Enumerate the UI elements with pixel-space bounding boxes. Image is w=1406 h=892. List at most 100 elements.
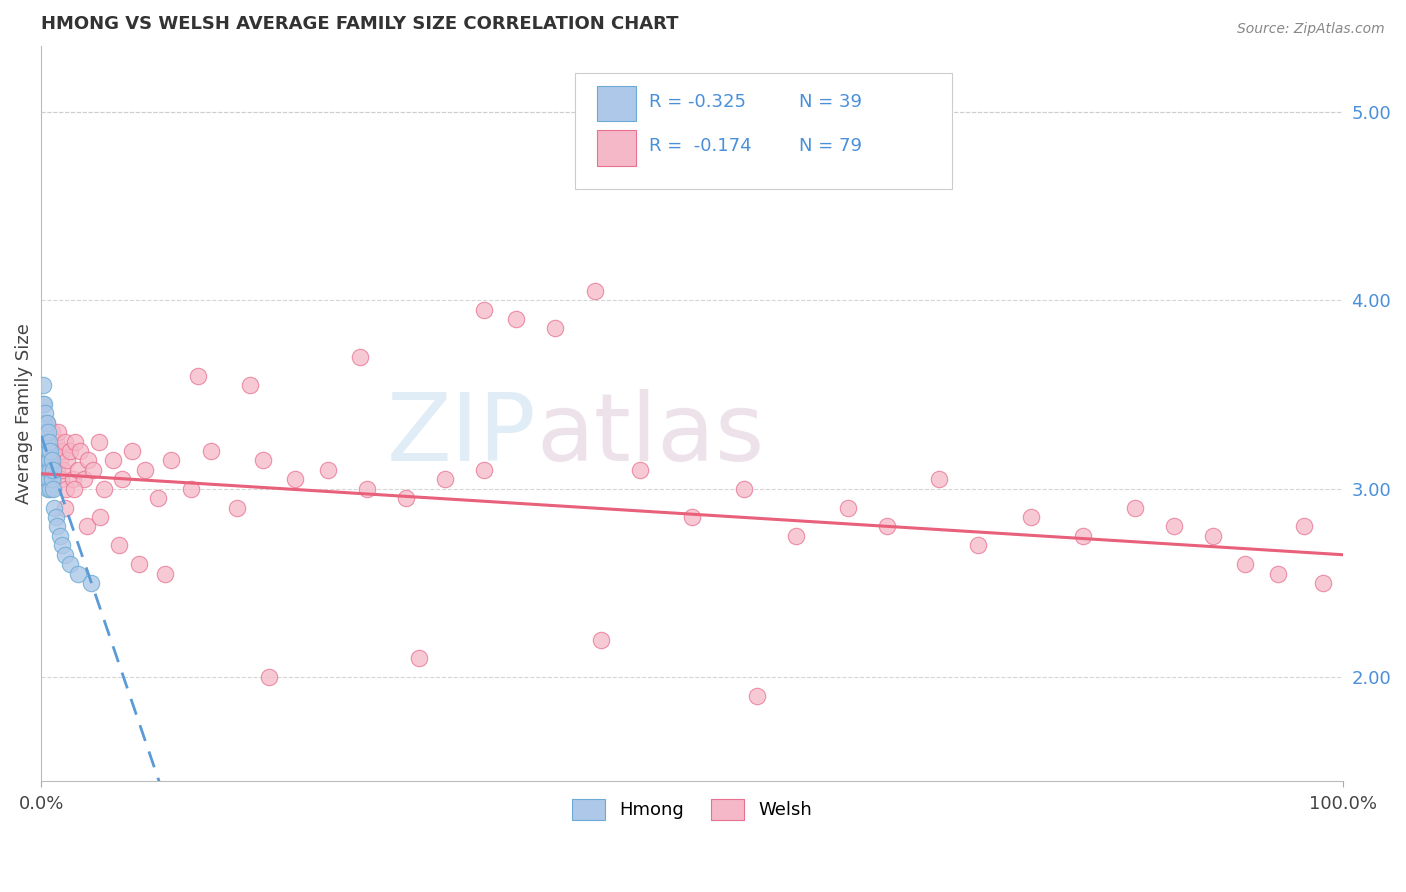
Point [34, 425, 56, 440]
Point [38, 472, 60, 486]
Point [1234, 557, 1257, 571]
Point [589, 632, 612, 647]
Point [108, 538, 131, 552]
Point [87, 434, 110, 449]
Point [239, 378, 262, 392]
Point [48, 453, 70, 467]
Text: Source: ZipAtlas.com: Source: ZipAtlas.com [1237, 22, 1385, 37]
Point [32, 397, 55, 411]
Point [63, 434, 86, 449]
Point [785, 529, 807, 543]
Point [37, 463, 59, 477]
Point [186, 368, 208, 383]
Point [505, 312, 527, 326]
Point [681, 510, 703, 524]
Point [1202, 529, 1225, 543]
Point [1071, 529, 1094, 543]
Point [1123, 500, 1146, 515]
Point [69, 444, 91, 458]
Point [32, 453, 55, 467]
Point [42, 463, 65, 477]
Point [31, 434, 53, 449]
Text: R = -0.325: R = -0.325 [650, 94, 747, 112]
Point [41, 453, 63, 467]
Bar [598, 87, 636, 121]
Text: N = 39: N = 39 [799, 94, 862, 112]
Point [349, 350, 371, 364]
Point [34, 444, 56, 458]
Point [1292, 519, 1315, 533]
Point [200, 444, 222, 458]
Point [101, 453, 124, 467]
Point [35, 416, 58, 430]
Point [53, 434, 76, 449]
Point [45, 510, 67, 524]
Text: R =  -0.174: R = -0.174 [650, 137, 752, 155]
Text: N = 79: N = 79 [799, 137, 862, 155]
Point [38, 434, 60, 449]
Point [967, 538, 990, 552]
Bar [598, 130, 636, 166]
Point [160, 453, 183, 467]
Point [1312, 576, 1334, 591]
Point [48, 529, 70, 543]
Point [44, 500, 66, 515]
Point [35, 434, 58, 449]
Point [34, 463, 56, 477]
Point [59, 557, 82, 571]
Point [31, 397, 53, 411]
Point [1267, 566, 1289, 581]
Point [35, 416, 58, 430]
Point [32, 416, 55, 430]
Point [37, 463, 59, 477]
Point [38, 453, 60, 467]
Point [284, 472, 307, 486]
Point [82, 463, 104, 477]
Point [252, 453, 274, 467]
Point [395, 491, 418, 505]
Point [747, 689, 769, 703]
Point [544, 321, 567, 335]
Point [31, 416, 53, 430]
Point [148, 491, 170, 505]
Point [39, 482, 62, 496]
Point [180, 482, 202, 496]
Point [1163, 519, 1185, 533]
Point [876, 519, 898, 533]
Point [89, 510, 111, 524]
Point [837, 500, 859, 515]
Point [111, 472, 134, 486]
Point [128, 557, 150, 571]
Point [34, 444, 56, 458]
Point [39, 453, 62, 467]
Point [37, 425, 59, 440]
Point [63, 482, 86, 496]
Text: atlas: atlas [536, 390, 765, 482]
Point [52, 463, 75, 477]
Point [153, 566, 176, 581]
Point [77, 453, 100, 467]
Point [34, 406, 56, 420]
Point [55, 482, 77, 496]
Point [41, 472, 63, 486]
Point [49, 472, 72, 486]
Point [39, 444, 62, 458]
Point [37, 482, 59, 496]
Point [66, 463, 89, 477]
Point [356, 482, 378, 496]
Point [733, 482, 755, 496]
Point [93, 482, 115, 496]
Point [62, 472, 84, 486]
Point [51, 538, 73, 552]
Point [46, 519, 69, 533]
Legend: Hmong, Welsh: Hmong, Welsh [565, 792, 820, 827]
Point [32, 434, 55, 449]
Point [45, 434, 67, 449]
Point [134, 463, 156, 477]
Point [583, 284, 606, 298]
Y-axis label: Average Family Size: Average Family Size [15, 323, 32, 504]
Point [472, 463, 495, 477]
Point [44, 444, 66, 458]
Point [628, 463, 651, 477]
Point [73, 472, 96, 486]
